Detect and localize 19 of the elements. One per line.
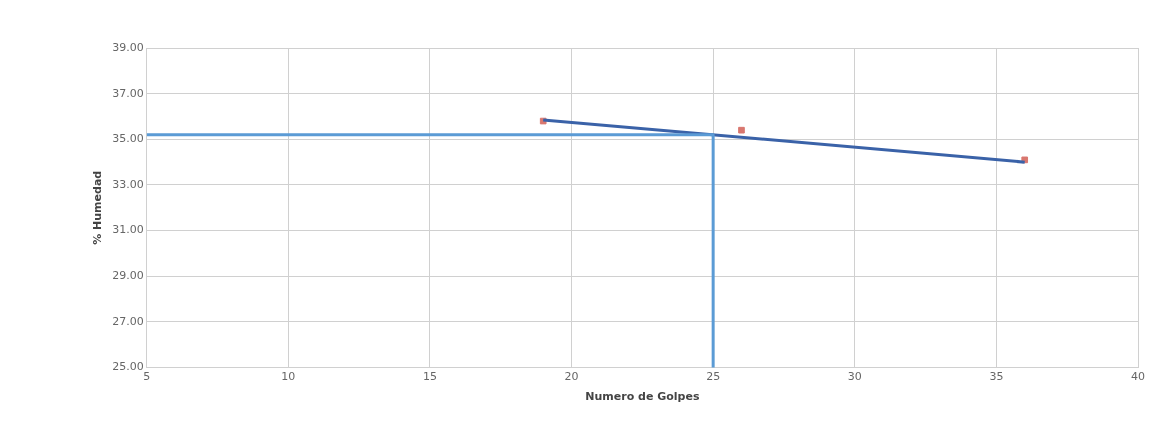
y-tick-label: 29.00 xyxy=(112,269,144,283)
y-tick-label: 37.00 xyxy=(112,86,144,100)
y-tick-label: 33.00 xyxy=(112,177,144,191)
x-tick-label: 10 xyxy=(281,370,296,384)
y-tick-label: 31.00 xyxy=(112,223,144,237)
y-tick-label: 27.00 xyxy=(112,314,144,328)
x-tick-label: 15 xyxy=(422,370,437,384)
x-tick-label: 40 xyxy=(1131,370,1145,384)
x-tick-label: 20 xyxy=(564,370,579,384)
x-tick-label: 5 xyxy=(143,370,151,384)
point xyxy=(738,126,745,134)
x-axis-title: Numero de Golpes xyxy=(585,390,700,404)
y-tick-label: 25.00 xyxy=(112,360,144,374)
y-axis-title: % Humedad xyxy=(91,170,105,245)
y-tick-label: 39.00 xyxy=(112,40,144,54)
y-tick-label: 35.00 xyxy=(112,132,144,146)
x-tick-label: 25 xyxy=(706,370,721,384)
x-tick-label: 35 xyxy=(989,370,1004,384)
x-tick-label: 30 xyxy=(847,370,862,384)
